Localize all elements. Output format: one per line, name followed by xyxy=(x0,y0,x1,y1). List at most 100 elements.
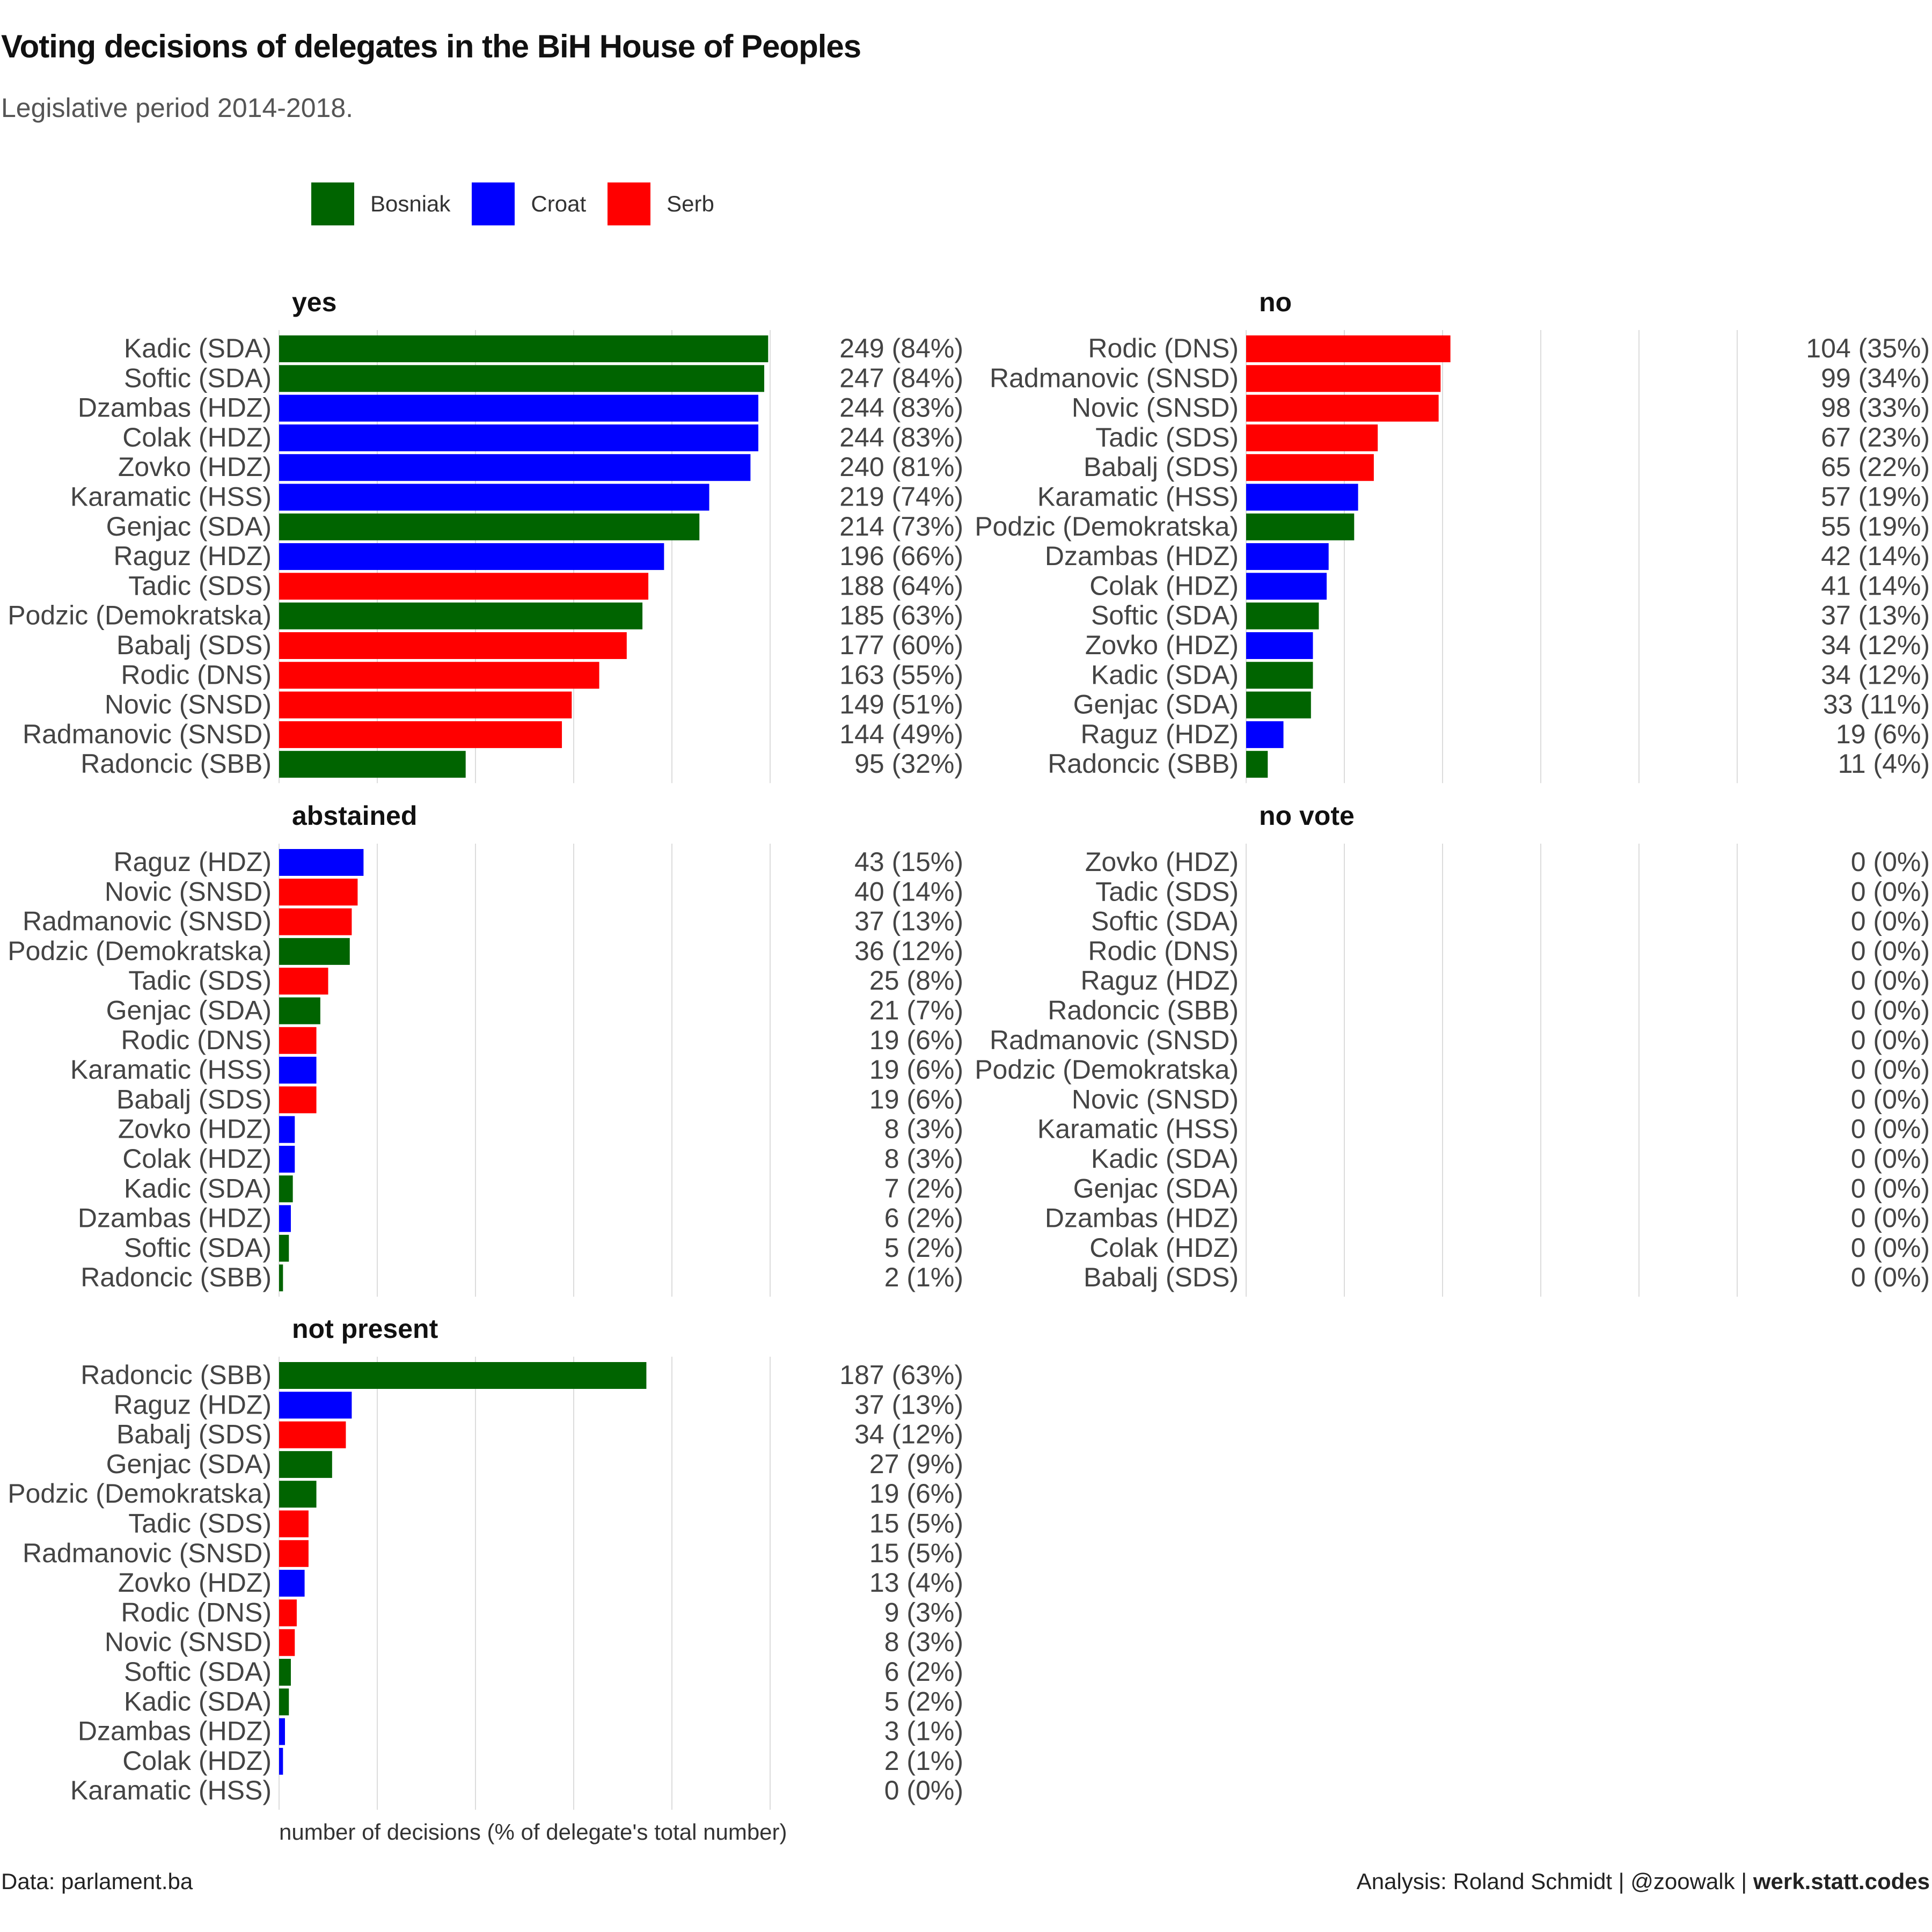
delegate-label-yes-dzambas-hdz: Dzambas (HDZ) xyxy=(78,393,272,423)
delegate-label-not-present-softic-sda: Softic (SDA) xyxy=(124,1657,272,1687)
value-label-yes-tadic-sds: 188 (64%) xyxy=(839,570,963,601)
delegate-label-no-tadic-sds: Tadic (SDS) xyxy=(1095,422,1239,452)
bar-not-present-raguz-hdz xyxy=(279,1392,352,1419)
bar-abstained-zovko-hdz xyxy=(279,1116,295,1143)
delegate-label-abstained-kadic-sda: Kadic (SDA) xyxy=(124,1173,272,1203)
bar-no-raguz-hdz xyxy=(1246,721,1284,748)
value-label-abstained-radoncic-sbb: 2 (1%) xyxy=(884,1262,963,1292)
value-label-not-present-softic-sda: 6 (2%) xyxy=(884,1657,963,1687)
value-label-no-vote-dzambas-hdz: 0 (0%) xyxy=(1851,1203,1930,1233)
bar-not-present-zovko-hdz xyxy=(279,1570,305,1597)
delegate-label-abstained-genjac-sda: Genjac (SDA) xyxy=(106,996,272,1026)
delegate-label-not-present-genjac-sda: Genjac (SDA) xyxy=(106,1449,272,1479)
legend: Bosniak Croat Serb xyxy=(311,182,736,225)
delegate-label-no-vote-genjac-sda: Genjac (SDA) xyxy=(1073,1173,1239,1203)
delegate-label-no-kadic-sda: Kadic (SDA) xyxy=(1091,660,1239,690)
delegate-label-not-present-podzic-demokratska: Podzic (Demokratska) xyxy=(8,1479,272,1509)
value-label-not-present-karamatic-hss: 0 (0%) xyxy=(884,1775,963,1805)
value-label-abstained-radmanovic-snsd: 37 (13%) xyxy=(854,906,963,936)
delegate-label-no-vote-radoncic-sbb: Radoncic (SBB) xyxy=(1048,996,1239,1026)
value-label-yes-novic-snsd: 149 (51%) xyxy=(839,690,963,720)
value-label-no-raguz-hdz: 19 (6%) xyxy=(1836,719,1930,749)
delegate-label-no-radmanovic-snsd: Radmanovic (SNSD) xyxy=(990,363,1239,393)
value-label-no-vote-softic-sda: 0 (0%) xyxy=(1851,906,1930,936)
bar-abstained-karamatic-hss xyxy=(279,1057,317,1084)
bar-no-genjac-sda xyxy=(1246,691,1311,719)
delegate-label-abstained-zovko-hdz: Zovko (HDZ) xyxy=(118,1114,272,1144)
bar-abstained-rodic-dns xyxy=(279,1027,317,1054)
delegate-label-not-present-colak-hdz: Colak (HDZ) xyxy=(122,1746,272,1776)
value-label-no-kadic-sda: 34 (12%) xyxy=(1821,660,1930,690)
bar-abstained-genjac-sda xyxy=(279,997,320,1024)
value-label-yes-babalj-sds: 177 (60%) xyxy=(839,630,963,660)
legend-label-serb: Serb xyxy=(667,191,714,216)
delegate-label-no-vote-karamatic-hss: Karamatic (HSS) xyxy=(1037,1114,1239,1144)
bar-no-kadic-sda xyxy=(1246,662,1313,689)
delegate-label-yes-radoncic-sbb: Radoncic (SBB) xyxy=(80,749,272,779)
value-label-no-vote-colak-hdz: 0 (0%) xyxy=(1851,1233,1930,1263)
delegate-label-no-karamatic-hss: Karamatic (HSS) xyxy=(1037,482,1239,512)
bar-yes-babalj-sds xyxy=(279,632,627,659)
bar-yes-karamatic-hss xyxy=(279,484,709,511)
value-label-no-vote-babalj-sds: 0 (0%) xyxy=(1851,1262,1930,1292)
delegate-label-yes-radmanovic-snsd: Radmanovic (SNSD) xyxy=(23,719,272,749)
chart-subtitle: Legislative period 2014-2018. xyxy=(1,93,354,123)
value-label-no-vote-rodic-dns: 0 (0%) xyxy=(1851,936,1930,966)
legend-swatch-croat xyxy=(472,182,515,225)
delegate-label-not-present-babalj-sds: Babalj (SDS) xyxy=(116,1419,272,1450)
value-label-yes-genjac-sda: 214 (73%) xyxy=(839,511,963,541)
bar-abstained-babalj-sds xyxy=(279,1086,317,1114)
legend-swatch-bosniak xyxy=(311,182,354,225)
delegate-label-not-present-kadic-sda: Kadic (SDA) xyxy=(124,1686,272,1716)
value-label-not-present-radmanovic-snsd: 15 (5%) xyxy=(869,1538,963,1568)
bar-not-present-rodic-dns xyxy=(279,1599,297,1627)
bar-no-softic-sda xyxy=(1246,602,1319,630)
value-label-not-present-dzambas-hdz: 3 (1%) xyxy=(884,1716,963,1746)
value-label-yes-podzic-demokratska: 185 (63%) xyxy=(839,601,963,631)
delegate-label-yes-colak-hdz: Colak (HDZ) xyxy=(122,422,272,452)
value-label-no-vote-radmanovic-snsd: 0 (0%) xyxy=(1851,1025,1930,1055)
value-label-yes-kadic-sda: 249 (84%) xyxy=(839,333,963,363)
delegate-label-no-zovko-hdz: Zovko (HDZ) xyxy=(1085,630,1239,660)
delegate-label-no-rodic-dns: Rodic (DNS) xyxy=(1088,333,1239,363)
delegate-label-yes-zovko-hdz: Zovko (HDZ) xyxy=(118,452,272,482)
value-label-no-novic-snsd: 98 (33%) xyxy=(1821,393,1930,423)
delegate-label-not-present-karamatic-hss: Karamatic (HSS) xyxy=(70,1775,272,1805)
delegate-label-abstained-radoncic-sbb: Radoncic (SBB) xyxy=(80,1262,272,1292)
delegate-label-no-babalj-sds: Babalj (SDS) xyxy=(1084,452,1239,482)
credit-text: Analysis: Roland Schmidt | @zoowalk | xyxy=(1356,1869,1753,1894)
value-label-abstained-tadic-sds: 25 (8%) xyxy=(869,965,963,996)
value-label-not-present-raguz-hdz: 37 (13%) xyxy=(854,1389,963,1419)
delegate-label-not-present-dzambas-hdz: Dzambas (HDZ) xyxy=(78,1716,272,1746)
bar-not-present-kadic-sda xyxy=(279,1688,289,1716)
value-label-no-vote-kadic-sda: 0 (0%) xyxy=(1851,1144,1930,1174)
delegate-label-no-softic-sda: Softic (SDA) xyxy=(1091,601,1239,631)
value-label-yes-radoncic-sbb: 95 (32%) xyxy=(854,749,963,779)
chart-title: Voting decisions of delegates in the BiH… xyxy=(1,28,861,64)
value-label-no-zovko-hdz: 34 (12%) xyxy=(1821,630,1930,660)
delegate-label-no-vote-kadic-sda: Kadic (SDA) xyxy=(1091,1144,1239,1174)
value-label-yes-rodic-dns: 163 (55%) xyxy=(839,660,963,690)
delegate-label-no-novic-snsd: Novic (SNSD) xyxy=(1072,393,1239,423)
delegate-label-not-present-rodic-dns: Rodic (DNS) xyxy=(121,1597,272,1627)
bar-no-tadic-sds xyxy=(1246,424,1378,451)
bar-no-podzic-demokratska xyxy=(1246,513,1355,540)
bar-not-present-radoncic-sbb xyxy=(279,1362,647,1389)
bar-not-present-podzic-demokratska xyxy=(279,1481,317,1508)
delegate-label-no-genjac-sda: Genjac (SDA) xyxy=(1073,690,1239,720)
bar-no-novic-snsd xyxy=(1246,394,1439,422)
value-label-not-present-radoncic-sbb: 187 (63%) xyxy=(839,1360,963,1390)
bar-yes-zovko-hdz xyxy=(279,454,751,481)
bar-no-radoncic-sbb xyxy=(1246,751,1268,778)
bar-yes-raguz-hdz xyxy=(279,543,664,570)
value-label-no-podzic-demokratska: 55 (19%) xyxy=(1821,511,1930,541)
bar-yes-dzambas-hdz xyxy=(279,394,759,422)
data-source: Data: parlament.ba xyxy=(1,1869,193,1894)
bar-abstained-raguz-hdz xyxy=(279,849,364,876)
bar-abstained-dzambas-hdz xyxy=(279,1205,291,1232)
bar-abstained-radmanovic-snsd xyxy=(279,908,352,935)
delegate-label-not-present-raguz-hdz: Raguz (HDZ) xyxy=(114,1389,272,1419)
delegate-label-abstained-colak-hdz: Colak (HDZ) xyxy=(122,1144,272,1174)
delegate-label-no-vote-tadic-sds: Tadic (SDS) xyxy=(1095,876,1239,906)
value-label-not-present-kadic-sda: 5 (2%) xyxy=(884,1686,963,1716)
